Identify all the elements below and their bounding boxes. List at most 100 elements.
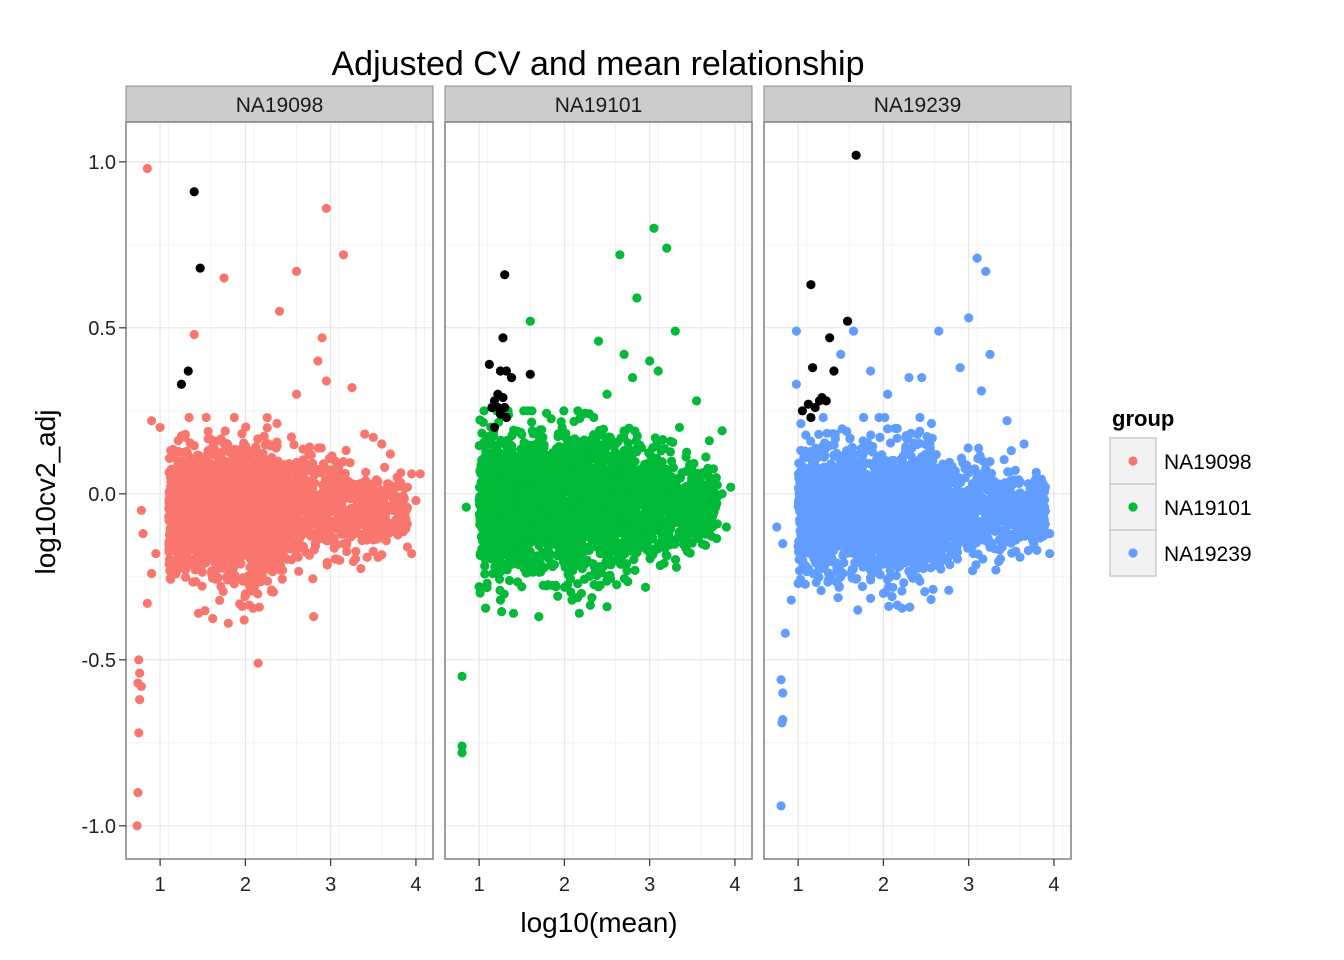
data-point — [294, 498, 304, 509]
data-point — [480, 603, 491, 613]
data-point — [358, 506, 369, 517]
data-point — [146, 568, 157, 579]
data-point — [253, 658, 263, 668]
data-point — [477, 478, 487, 488]
data-point — [167, 561, 178, 571]
data-point — [587, 592, 597, 603]
data-point — [527, 417, 537, 427]
data-point — [368, 546, 378, 556]
chart-title: Adjusted CV and mean relationship — [332, 45, 865, 83]
data-point — [668, 437, 678, 447]
data-point — [260, 547, 270, 557]
data-point — [392, 472, 402, 482]
data-point — [190, 502, 200, 512]
data-point — [272, 554, 283, 564]
data-point — [480, 561, 490, 571]
data-point — [534, 516, 544, 527]
data-point — [527, 406, 537, 416]
data-point — [258, 512, 268, 523]
data-point — [589, 580, 599, 590]
data-point — [286, 432, 296, 442]
data-point — [401, 502, 411, 512]
data-point — [347, 382, 357, 393]
data-point — [282, 554, 292, 564]
data-point — [310, 463, 320, 474]
data-point — [267, 452, 277, 463]
data-point — [188, 533, 198, 543]
data-point — [306, 450, 316, 460]
data-point — [385, 503, 395, 513]
data-point — [309, 612, 319, 622]
data-point — [138, 529, 148, 539]
data-point — [220, 505, 231, 515]
data-point — [622, 559, 632, 569]
data-point — [522, 536, 532, 546]
data-point — [592, 571, 602, 581]
data-point — [304, 442, 315, 452]
data-point — [169, 528, 179, 538]
data-point — [246, 561, 257, 571]
data-point — [207, 573, 218, 583]
data-point — [291, 389, 302, 399]
data-point — [602, 435, 612, 445]
data-point — [670, 555, 681, 565]
data-point — [330, 554, 340, 564]
data-point — [185, 438, 195, 448]
data-point — [289, 464, 299, 474]
data-point — [179, 539, 189, 549]
data-point — [271, 443, 281, 453]
data-point — [317, 333, 327, 343]
data-point — [553, 591, 563, 601]
data-point — [201, 558, 211, 568]
data-point — [415, 469, 425, 479]
data-point — [566, 587, 576, 597]
data-point — [200, 469, 210, 480]
data-point — [177, 456, 187, 466]
x-tick-label: 1 — [155, 874, 166, 896]
data-point — [357, 530, 368, 540]
data-point — [219, 521, 229, 531]
facet-strip-label: NA19101 — [555, 94, 643, 117]
data-point — [265, 564, 275, 574]
data-point — [314, 490, 324, 500]
data-point — [402, 542, 413, 552]
data-point — [146, 416, 157, 426]
data-point — [132, 821, 142, 831]
data-point — [368, 432, 378, 442]
data-point — [538, 432, 548, 442]
data-point — [338, 456, 349, 467]
data-point — [277, 574, 287, 584]
data-point — [573, 579, 583, 589]
data-point — [230, 541, 240, 551]
data-point — [248, 457, 259, 467]
data-point — [272, 418, 282, 429]
data-point — [165, 574, 176, 584]
data-point — [238, 535, 248, 545]
data-point — [254, 602, 264, 612]
data-point — [323, 483, 333, 493]
data-point — [240, 591, 250, 602]
data-point — [236, 574, 246, 585]
data-point — [279, 506, 289, 516]
data-point — [350, 488, 360, 498]
data-point — [401, 523, 411, 534]
data-point — [243, 541, 253, 551]
data-point — [193, 608, 204, 618]
data-point — [266, 534, 276, 544]
data-point — [706, 531, 716, 541]
data-point — [301, 547, 311, 557]
data-point — [282, 528, 292, 538]
data-point — [214, 448, 224, 458]
data-point — [133, 788, 143, 798]
data-point — [214, 483, 224, 493]
data-point — [220, 438, 230, 448]
data-point — [227, 484, 237, 495]
data-point — [216, 581, 226, 592]
data-point — [262, 423, 272, 433]
facet-strip-label: NA19098 — [236, 94, 324, 117]
data-point — [197, 581, 207, 591]
x-tick-label: 4 — [410, 874, 421, 896]
data-point — [383, 479, 393, 489]
data-point — [630, 456, 640, 467]
